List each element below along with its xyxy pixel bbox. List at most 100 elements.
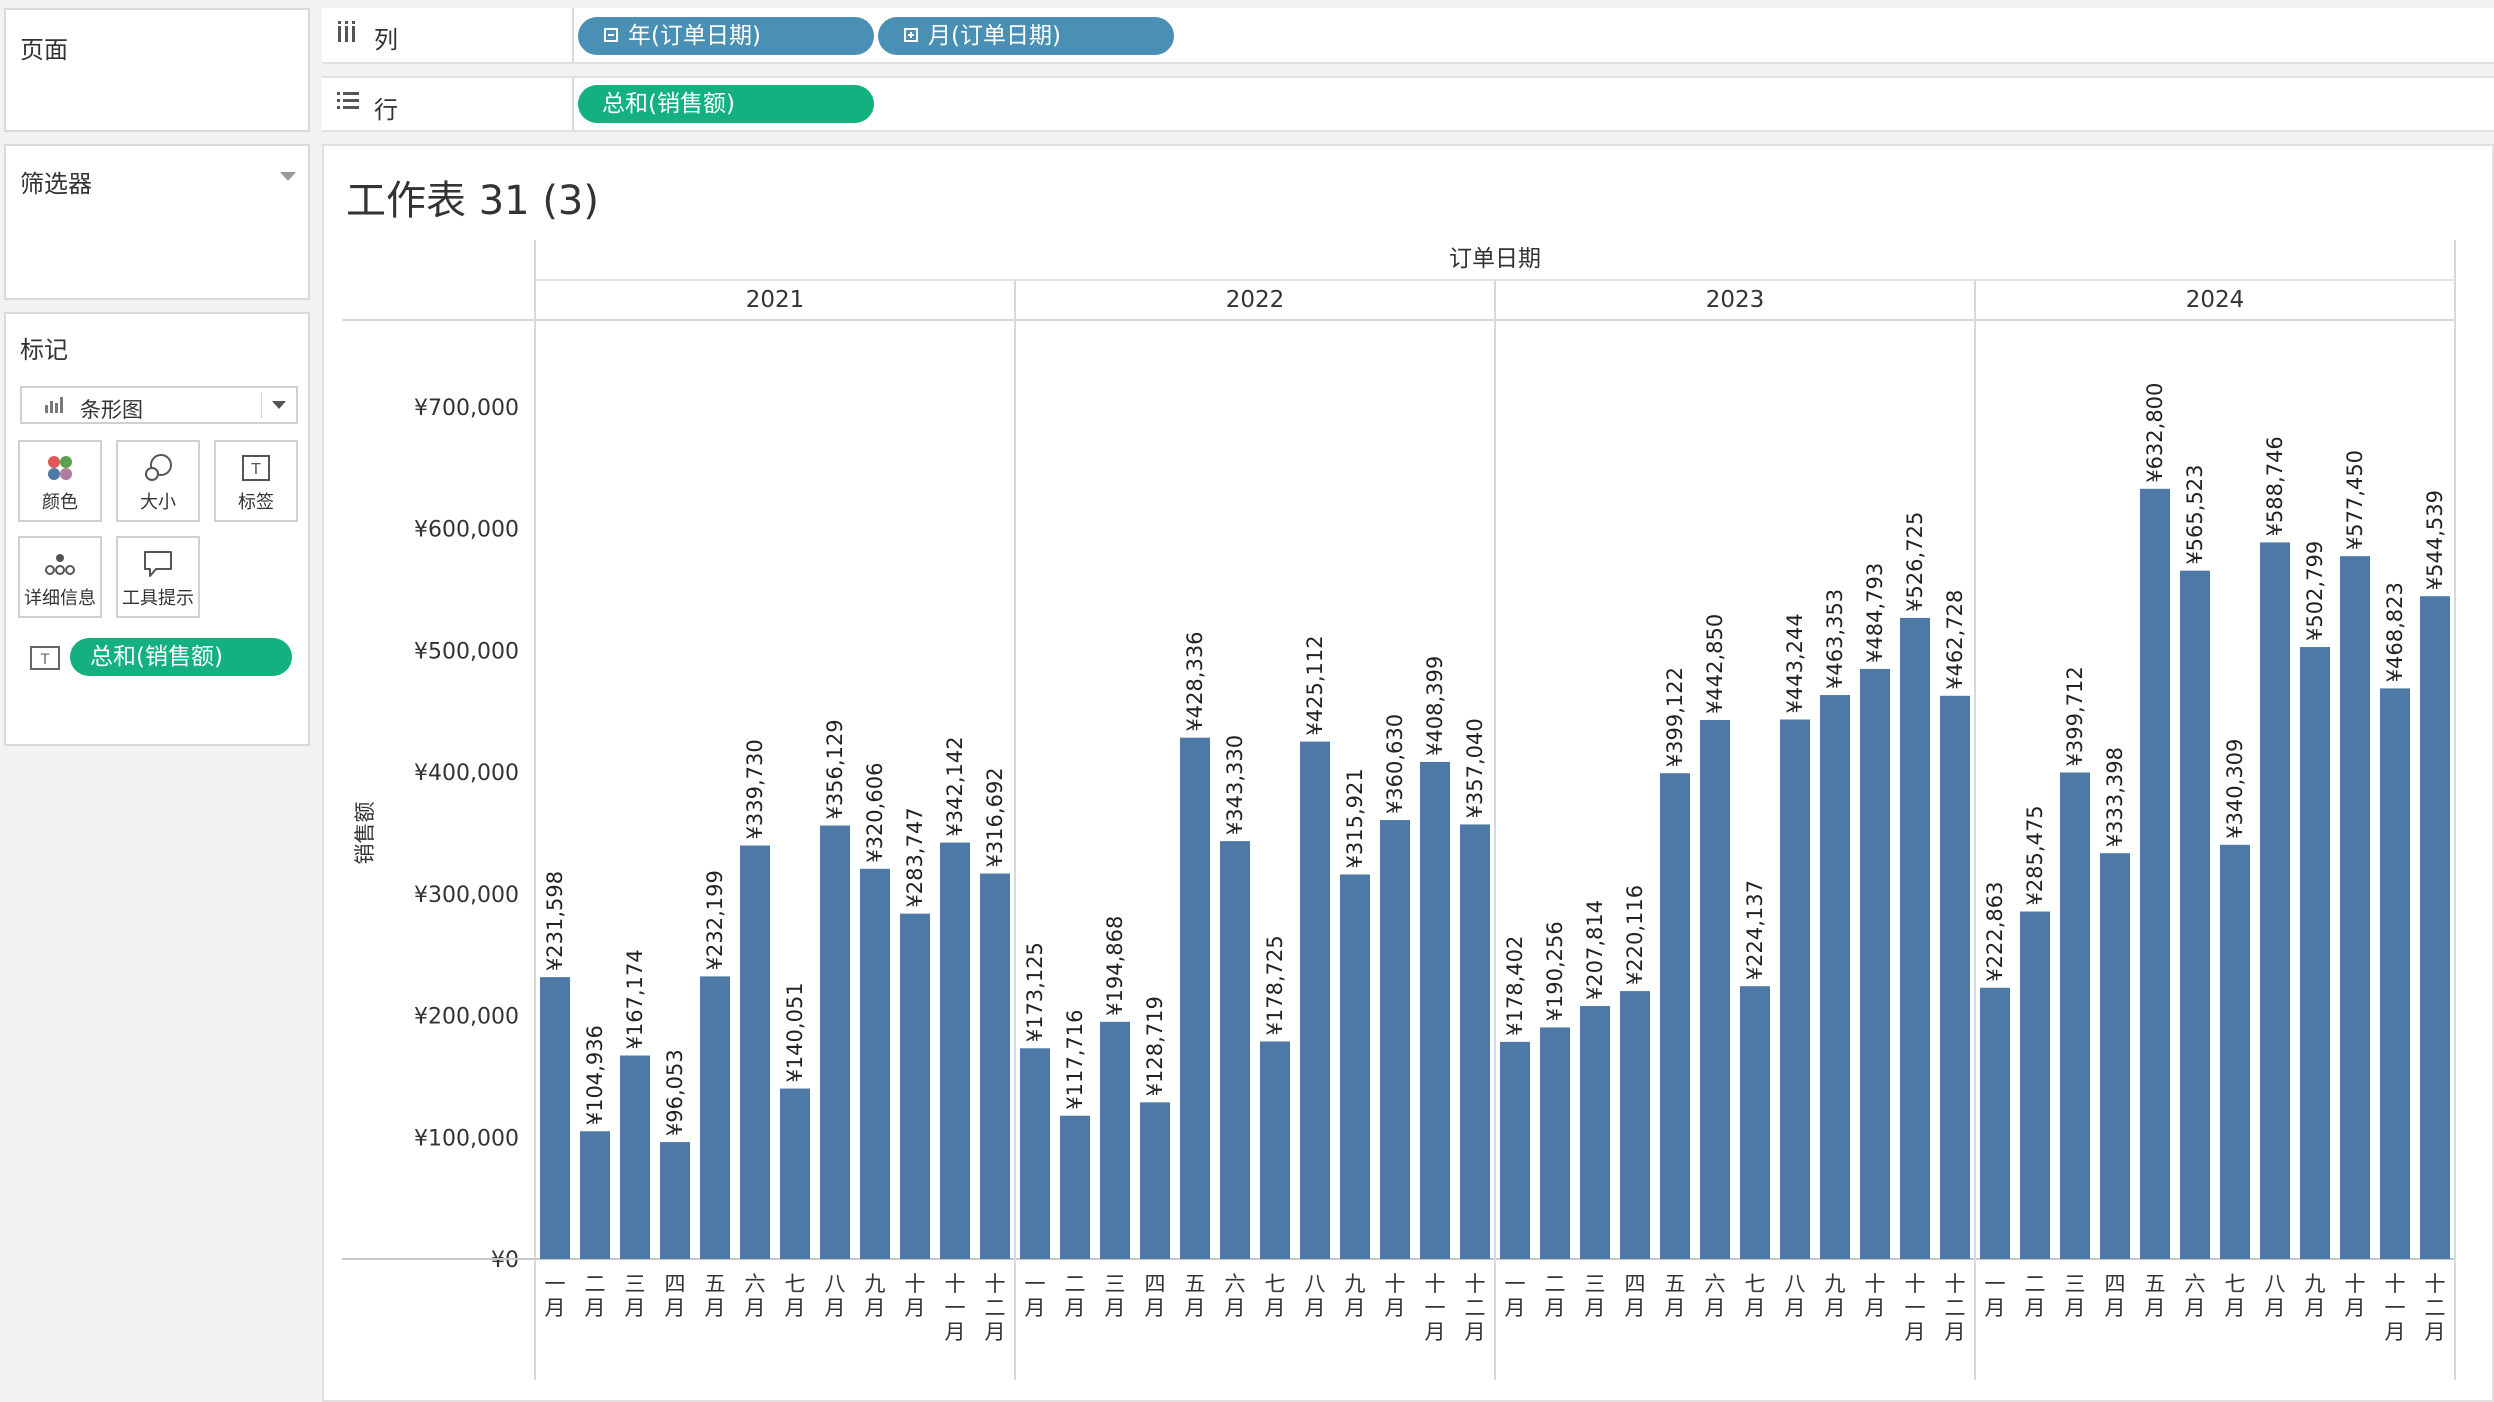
month-tick-label: 十月 bbox=[1385, 1272, 1406, 1320]
month-tick-label: 六月 bbox=[1705, 1272, 1726, 1320]
bar-mark[interactable] bbox=[2420, 596, 2450, 1259]
month-tick-label: 四月 bbox=[1145, 1272, 1166, 1320]
month-tick-label: 二月 bbox=[1545, 1272, 1566, 1320]
bar-value-label: ¥128,719 bbox=[1143, 996, 1167, 1096]
bar-mark[interactable] bbox=[1780, 719, 1810, 1259]
bar-mark[interactable] bbox=[1700, 719, 1730, 1259]
month-tick-label: 十一月 bbox=[1425, 1272, 1446, 1344]
bar-mark[interactable] bbox=[2220, 844, 2250, 1259]
detail-button[interactable]: 详细信息 bbox=[18, 536, 102, 618]
mark-type-label: 条形图 bbox=[80, 398, 143, 422]
bar-mark[interactable] bbox=[1420, 761, 1450, 1259]
month-tick-label: 十一月 bbox=[2385, 1272, 2406, 1344]
bar-mark[interactable] bbox=[700, 976, 730, 1259]
bar-mark[interactable] bbox=[2340, 556, 2370, 1259]
bar-mark[interactable] bbox=[860, 868, 890, 1259]
bar-mark[interactable] bbox=[1900, 617, 1930, 1259]
bar-mark[interactable] bbox=[1660, 773, 1690, 1259]
month-tick-label: 九月 bbox=[865, 1272, 886, 1320]
bar-mark[interactable] bbox=[1820, 695, 1850, 1259]
bar-mark[interactable] bbox=[900, 913, 930, 1259]
bar-value-label: ¥342,142 bbox=[943, 736, 967, 836]
bar-mark[interactable] bbox=[1500, 1041, 1530, 1259]
bar-mark[interactable] bbox=[980, 873, 1010, 1259]
bar-mark[interactable] bbox=[1300, 741, 1330, 1259]
bar-mark[interactable] bbox=[1020, 1048, 1050, 1259]
filters-card[interactable]: 筛选器 bbox=[4, 144, 310, 300]
bar-mark[interactable] bbox=[620, 1055, 650, 1259]
month-tick-label: 三月 bbox=[1585, 1272, 1606, 1320]
y-tick-label: ¥500,000 bbox=[414, 639, 519, 664]
month-tick-label: 九月 bbox=[1345, 1272, 1366, 1320]
bar-mark[interactable] bbox=[780, 1088, 810, 1259]
bar-mark[interactable] bbox=[2060, 772, 2090, 1259]
bar-mark[interactable] bbox=[820, 825, 850, 1259]
month-tick-label: 七月 bbox=[1745, 1272, 1766, 1320]
column-pill-year[interactable]: 年(订单日期) bbox=[578, 17, 874, 55]
pages-card[interactable]: 页面 bbox=[4, 8, 310, 132]
bar-value-label: ¥462,728 bbox=[1943, 590, 1967, 690]
bar-mark[interactable] bbox=[1340, 874, 1370, 1259]
color-icon bbox=[20, 452, 100, 484]
row-pill-sales[interactable]: 总和(销售额) bbox=[578, 85, 874, 123]
bar-mark[interactable] bbox=[940, 842, 970, 1259]
bar-value-label: ¥232,199 bbox=[703, 870, 727, 970]
bar-mark[interactable] bbox=[1460, 824, 1490, 1259]
bar-mark[interactable] bbox=[1740, 986, 1770, 1259]
bar-mark[interactable] bbox=[660, 1142, 690, 1259]
bar-mark[interactable] bbox=[2100, 853, 2130, 1259]
bar-mark[interactable] bbox=[1260, 1041, 1290, 1259]
bar-mark[interactable] bbox=[1060, 1115, 1090, 1259]
bar-mark[interactable] bbox=[1380, 820, 1410, 1259]
month-tick-label: 七月 bbox=[2225, 1272, 2246, 1320]
month-tick-label: 十月 bbox=[1865, 1272, 1886, 1320]
sales-bar-chart: 订单日期 ¥0 ¥100,000 ¥200,000 ¥300,000 ¥400,000 ¥5… bbox=[342, 240, 2456, 1380]
bar-value-label: ¥442,850 bbox=[1703, 614, 1727, 714]
bar-mark[interactable] bbox=[1860, 668, 1890, 1259]
marks-card-title: 标记 bbox=[20, 336, 68, 364]
color-button[interactable]: 颜色 bbox=[18, 440, 102, 522]
bar-mark[interactable] bbox=[1540, 1027, 1570, 1259]
bar-value-label: ¥167,174 bbox=[623, 949, 647, 1049]
month-tick-label: 六月 bbox=[1225, 1272, 1246, 1320]
bar-mark[interactable] bbox=[740, 845, 770, 1259]
bar-mark[interactable] bbox=[2020, 911, 2050, 1259]
bar-mark[interactable] bbox=[2260, 542, 2290, 1259]
detail-icon bbox=[20, 548, 100, 580]
bar-mark[interactable] bbox=[1220, 841, 1250, 1259]
bar-mark[interactable] bbox=[1980, 987, 2010, 1259]
y-tick-label: ¥600,000 bbox=[414, 518, 519, 543]
bar-mark[interactable] bbox=[1100, 1021, 1130, 1259]
bar-mark[interactable] bbox=[1620, 991, 1650, 1259]
filters-menu-icon[interactable] bbox=[280, 172, 296, 181]
tooltip-button-label: 工具提示 bbox=[122, 588, 194, 609]
bar-value-label: ¥544,539 bbox=[2423, 490, 2447, 590]
y-axis-title: 销售额 bbox=[353, 802, 377, 865]
bar-value-label: ¥502,799 bbox=[2303, 541, 2327, 641]
rows-shelf: 行 总和(销售额) bbox=[322, 76, 2494, 132]
tooltip-button[interactable]: 工具提示 bbox=[116, 536, 200, 618]
detail-button-label: 详细信息 bbox=[24, 588, 96, 609]
month-tick-label: 五月 bbox=[705, 1272, 726, 1320]
bar-mark[interactable] bbox=[2380, 688, 2410, 1259]
bar-mark[interactable] bbox=[2180, 570, 2210, 1259]
mark-type-dropdown[interactable]: 条形图 bbox=[20, 386, 298, 424]
size-button[interactable]: 大小 bbox=[116, 440, 200, 522]
month-tick-label: 四月 bbox=[1625, 1272, 1646, 1320]
bar-mark[interactable] bbox=[2300, 647, 2330, 1259]
bar-mark[interactable] bbox=[540, 977, 570, 1259]
bar-mark[interactable] bbox=[580, 1131, 610, 1259]
label-button[interactable]: T 标签 bbox=[214, 440, 298, 522]
bar-mark[interactable] bbox=[2140, 488, 2170, 1259]
bar-value-label: ¥96,053 bbox=[663, 1049, 687, 1136]
column-pill-year-text: 年(订单日期) bbox=[628, 23, 761, 49]
bar-value-label: ¥194,868 bbox=[1103, 916, 1127, 1016]
bar-mark[interactable] bbox=[1940, 695, 1970, 1259]
column-pill-month[interactable]: 月(订单日期) bbox=[878, 17, 1174, 55]
bar-value-label: ¥577,450 bbox=[2343, 450, 2367, 550]
bar-mark[interactable] bbox=[1180, 737, 1210, 1259]
bar-mark[interactable] bbox=[1140, 1102, 1170, 1259]
label-field-pill[interactable]: 总和(销售额) bbox=[70, 638, 292, 676]
bar-mark[interactable] bbox=[1580, 1006, 1610, 1259]
bar-value-label: ¥333,398 bbox=[2103, 747, 2127, 847]
